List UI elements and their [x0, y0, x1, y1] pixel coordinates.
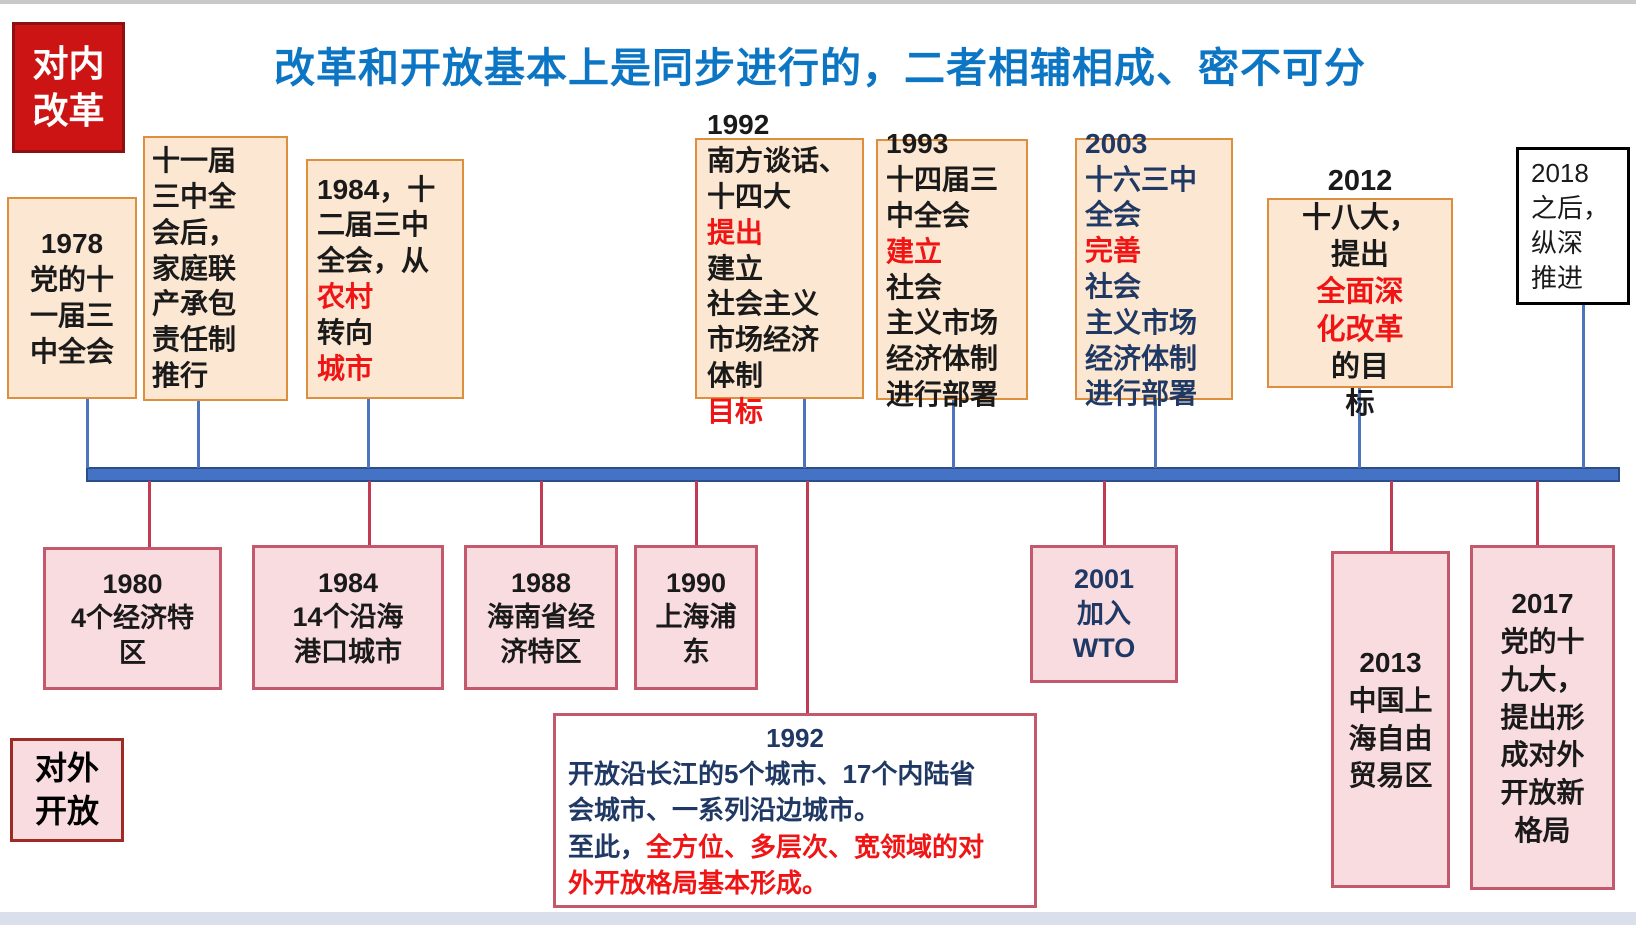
connector-upper-2018	[1582, 305, 1585, 468]
connector-upper-1993	[952, 400, 955, 468]
connector-upper-2012	[1358, 388, 1361, 468]
connector-lower-2001	[1103, 481, 1106, 545]
event-1992-year: 1992	[766, 722, 824, 753]
event-box-1984-rural-to-urban: 1984，十 二届三中 全会，从 农村 转向 城市	[306, 159, 464, 399]
bottom-gray-strip	[0, 912, 1636, 925]
connector-lower-1988	[540, 481, 543, 545]
event-box-2003-perfect-system: 2003 十六三中 全会 完善 社会 主义市场 经济体制 进行部署	[1075, 128, 1233, 409]
event-box-2001-wto: 2001 加入 WTO	[1030, 545, 1178, 683]
connector-lower-2013	[1390, 481, 1393, 551]
event-box-1984-coastal-cities: 1984 14个沿海 港口城市	[252, 545, 444, 690]
connector-lower-1990	[695, 481, 698, 545]
event-box-2017-19th-congress: 2017 党的十 九大， 提出形 成对外 开放新 格局	[1470, 545, 1615, 890]
event-box-2013-shanghai-ftz: 2013 中国上 海自由 贸易区	[1331, 551, 1450, 888]
connector-upper-1984	[367, 399, 370, 468]
connector-upper-1978	[86, 399, 89, 468]
event-1992-description: 开放沿长江的5个城市、17个内陆省 会城市、一系列沿边城市。 至此，全方位、多层…	[568, 758, 985, 899]
event-box-household-responsibility: 十一届 三中全 会后， 家庭联 产承包 责任制 推行	[143, 136, 288, 401]
internal-reform-label: 对内 改革	[12, 22, 125, 153]
connector-upper-2003	[1154, 400, 1157, 468]
connector-upper-plenum	[197, 401, 200, 468]
external-opening-label: 对外 开放	[10, 738, 124, 842]
page-title: 改革和开放基本上是同步进行的，二者相辅相成、密不可分	[274, 45, 1366, 91]
event-box-2012-deepen-reform: 2012 十八大， 提出 全面深 化改革 的目 标	[1267, 165, 1453, 420]
connector-lower-1980	[148, 481, 151, 547]
event-box-1990-pudong: 1990 上海浦 东	[634, 545, 758, 690]
event-box-1978-third-plenum: 1978 党的十 一届三 中全会	[7, 197, 137, 399]
connector-lower-1984	[368, 481, 371, 545]
event-box-2018-advance: 2018 之后， 纵深 推进	[1516, 147, 1630, 305]
event-box-1993-market-economy: 1993 十四届三 中全会 建立 社会 主义市场 经济体制 进行部署	[876, 128, 1028, 410]
event-box-1992-southern-talks: 1992 南方谈话、 十四大 提出 建立 社会主义 市场经济 体制 目标	[695, 109, 864, 427]
top-gray-strip	[0, 0, 1636, 4]
event-box-1992-opening-pattern: 1992 开放沿长江的5个城市、17个内陆省 会城市、一系列沿边城市。 至此，全…	[553, 713, 1037, 908]
event-box-1980-sez: 1980 4个经济特 区	[43, 547, 222, 690]
connector-lower-1992	[806, 481, 809, 713]
timeline-bar	[86, 467, 1620, 482]
connector-lower-2017	[1536, 481, 1539, 545]
event-box-1988-hainan: 1988 海南省经 济特区	[464, 545, 618, 690]
connector-upper-1992	[803, 399, 806, 468]
